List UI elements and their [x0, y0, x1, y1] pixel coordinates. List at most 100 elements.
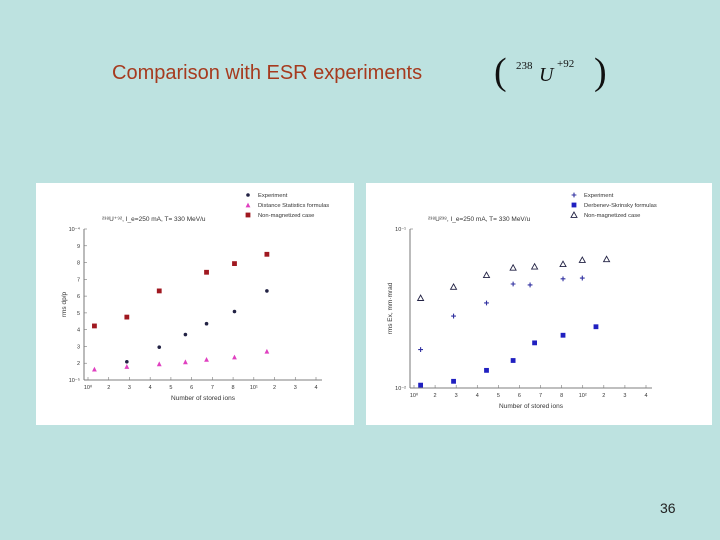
- data-point: [232, 354, 237, 360]
- formula-open-paren: (: [494, 51, 507, 93]
- legend-label: Experiment: [584, 193, 614, 199]
- x-tick-label: 3: [455, 393, 458, 399]
- x-tick-label: 6: [190, 385, 193, 391]
- data-point: [157, 345, 162, 349]
- slide-title: Comparison with ESR experiments: [112, 62, 423, 84]
- y-tick-label: 2: [77, 361, 80, 367]
- x-tick-label: 4: [476, 393, 479, 399]
- x-tick-label: 10⁰: [410, 392, 419, 399]
- x-tick-label: 5: [169, 385, 172, 391]
- legend-entry: Experiment: [571, 192, 614, 199]
- x-tick-label: 2: [107, 385, 110, 391]
- x-tick-label: 5: [497, 393, 500, 399]
- formula-symbol: U: [539, 64, 554, 86]
- y-tick-label: 4: [77, 328, 80, 334]
- series-group: [418, 275, 585, 352]
- x-tick-label: 2: [273, 385, 276, 391]
- data-point: [232, 261, 237, 267]
- data-point: [451, 378, 456, 384]
- data-point: [593, 324, 599, 330]
- x-tick-label: 7: [211, 385, 214, 391]
- y-tick-label: 6: [77, 294, 80, 300]
- data-point: [183, 359, 188, 365]
- data-point: [510, 358, 516, 363]
- data-point: [92, 323, 97, 329]
- chart-momentum-spread: ²³⁸U⁺⁹², I_e=250 mA, T= 330 MeV/u 10⁰ 2 3 4 5…: [61, 193, 329, 402]
- y-tick-label: 5: [77, 311, 80, 317]
- data-point: [204, 356, 209, 362]
- legend-entry: Non-magnetized case: [245, 212, 314, 219]
- legend-label: Distance Statistics formulas: [258, 203, 329, 209]
- data-point: [418, 382, 424, 388]
- formula-close-paren: ): [594, 51, 607, 93]
- legend-entry: Distance Statistics formulas: [245, 202, 329, 209]
- legend-entry: Experiment: [246, 193, 288, 199]
- x-tick-label: 4: [149, 385, 152, 391]
- y-axis-label: rms Ex, mm·mrad: [387, 282, 394, 334]
- data-point: [484, 300, 489, 306]
- data-point: [125, 359, 129, 364]
- legend-marker: [571, 202, 577, 208]
- isotope-formula: ( 238 U +92 ): [494, 50, 614, 98]
- x-tick-label: 2: [434, 393, 437, 399]
- x-tick-label: 3: [623, 393, 626, 399]
- legend-marker: [245, 202, 251, 208]
- legend-label: Non-magnetized case: [258, 213, 314, 219]
- x-tick-label: 3: [294, 385, 297, 391]
- x-tick-label: 3: [128, 385, 131, 391]
- data-point: [578, 256, 587, 263]
- data-point: [232, 309, 237, 314]
- x-tick-label: 2: [602, 393, 605, 399]
- data-point: [418, 347, 424, 352]
- legend-label: Non-magnetized case: [584, 213, 640, 219]
- data-point: [204, 321, 209, 326]
- data-point: [265, 289, 269, 293]
- x-tick-label: 4: [314, 385, 317, 391]
- legend-marker: [570, 211, 578, 218]
- data-point: [156, 361, 162, 367]
- x-tick-label: 7: [539, 393, 542, 399]
- legend-label: Experiment: [258, 193, 288, 199]
- series-group: [418, 324, 599, 388]
- y-tick-label: 10⁻⁵: [69, 377, 80, 384]
- x-tick-label: 10²: [579, 393, 587, 399]
- data-point: [183, 332, 188, 337]
- y-tick-label: 9: [77, 244, 80, 250]
- data-point: [449, 283, 458, 290]
- data-point: [264, 251, 270, 257]
- y-tick-label: 10⁻⁴: [69, 226, 81, 233]
- y-tick-label: 10⁻¹: [395, 227, 406, 233]
- legend-label: Derbenev-Skrinsky formulas: [584, 203, 657, 209]
- data-point: [484, 367, 489, 373]
- x-tick-label: 6: [518, 393, 521, 399]
- y-tick-label: 3: [77, 344, 80, 350]
- data-point: [482, 271, 491, 278]
- chart-panel-momentum-spread: ²³⁸U⁺⁹², I_e=250 mA, T= 330 MeV/u 10⁰ 2 3 4 5…: [36, 183, 354, 425]
- legend-entry: Derbenev-Skrinsky formulas: [571, 202, 657, 209]
- legend-marker: [571, 192, 577, 198]
- chart-annotation: ²³⁸U⁺⁹², I_e=250 mA, T= 330 MeV/u: [102, 216, 206, 223]
- legend-marker: [245, 212, 251, 218]
- data-point: [509, 263, 517, 271]
- x-axis-label: Number of stored ions: [171, 395, 236, 402]
- data-point: [532, 340, 537, 346]
- data-point: [602, 255, 611, 263]
- legend-marker: [246, 193, 250, 197]
- x-tick-label: 10¹: [250, 385, 258, 391]
- data-point: [530, 262, 539, 270]
- y-tick-label: 10⁻²: [395, 386, 406, 392]
- page-number: 36: [660, 500, 676, 516]
- x-tick-label: 8: [560, 393, 563, 399]
- data-point: [527, 282, 533, 288]
- data-point: [156, 288, 162, 294]
- x-axis-label: Number of stored ions: [499, 403, 564, 410]
- series-group: [92, 348, 270, 372]
- series-group: [92, 251, 270, 329]
- data-point: [416, 294, 425, 301]
- y-tick-label: 8: [77, 261, 80, 267]
- data-point: [510, 281, 516, 287]
- y-tick-label: 7: [77, 277, 80, 283]
- x-tick-label: 8: [232, 385, 235, 391]
- data-point: [124, 314, 130, 320]
- chart-panel-emittance: ²³⁸U²³⁸, I_e=250 mA, T= 330 MeV/u 10⁰ 2 3 4 5…: [366, 183, 712, 425]
